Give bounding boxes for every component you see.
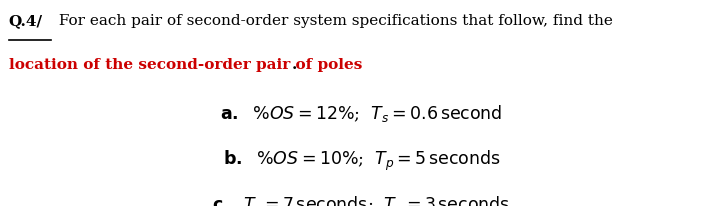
Text: $\mathbf{b.}$  $\%OS = 10\%$;  $T_p = 5\,\mathrm{seconds}$: $\mathbf{b.}$ $\%OS = 10\%$; $T_p = 5\,\… <box>223 148 500 172</box>
Text: location of the second-order pair of poles: location of the second-order pair of pol… <box>9 58 362 72</box>
Text: $\mathbf{c.}$  $T_s = 7\,\mathrm{seconds}$;  $T_p = 3\,\mathrm{seconds}$: $\mathbf{c.}$ $T_s = 7\,\mathrm{seconds}… <box>213 194 510 206</box>
Text: $\mathbf{a.}$  $\%OS = 12\%$;  $T_s = 0.6\,\mathrm{second}$: $\mathbf{a.}$ $\%OS = 12\%$; $T_s = 0.6\… <box>221 103 502 124</box>
Text: .: . <box>292 58 297 72</box>
Text: For each pair of second-order system specifications that follow, find the: For each pair of second-order system spe… <box>54 14 612 28</box>
Text: Q.4/: Q.4/ <box>9 14 43 28</box>
